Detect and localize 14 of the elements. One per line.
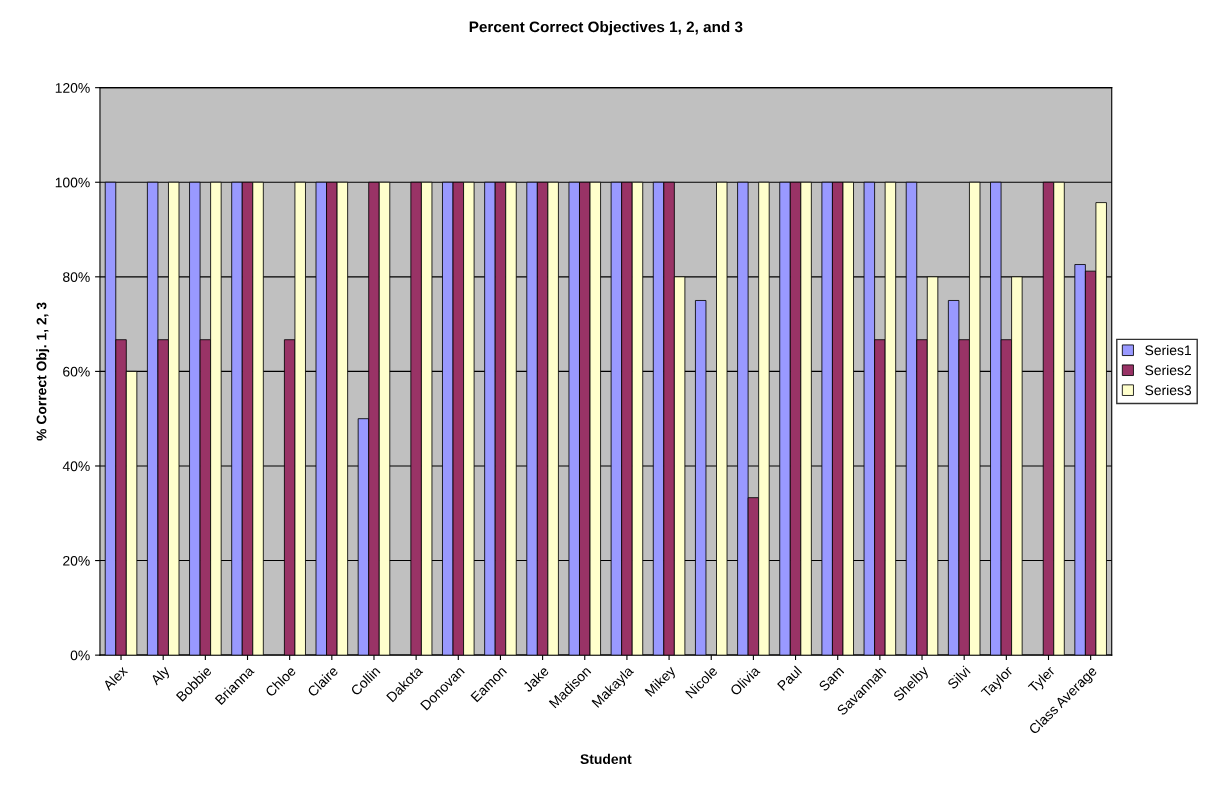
legend-label: Series1 — [1145, 345, 1191, 356]
y-tick-label: 80% — [63, 272, 90, 282]
y-tick-label: 20% — [63, 555, 90, 566]
y-tick-label: 60% — [63, 366, 90, 377]
legend-label: Series2 — [1145, 364, 1191, 376]
y-tick-label: 40% — [62, 461, 90, 472]
chart-title: Percent Correct Objectives 1, 2, and 3 — [469, 21, 743, 36]
legend-label: Series3 — [1145, 384, 1192, 396]
x-tick-label: Aly — [149, 664, 173, 688]
y-axis-title: % Correct Obj. 1, 2, 3 — [36, 302, 50, 441]
y-tick-label: 0% — [70, 650, 90, 661]
x-axis-title: Student — [580, 753, 632, 765]
y-tick-label: 100% — [55, 177, 90, 188]
y-tick-label: 120% — [55, 83, 90, 93]
